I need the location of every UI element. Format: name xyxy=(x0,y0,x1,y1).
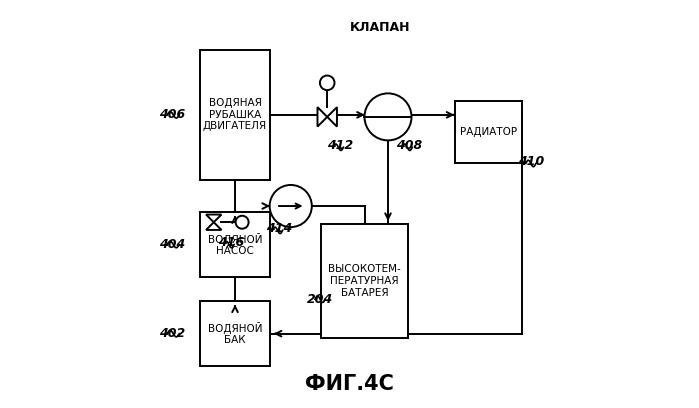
Circle shape xyxy=(364,93,412,140)
Bar xyxy=(321,224,408,338)
Text: 402: 402 xyxy=(159,327,185,340)
Text: ВОДЯНОЙ
БАК: ВОДЯНОЙ БАК xyxy=(208,322,262,346)
Text: 204: 204 xyxy=(307,293,333,306)
Text: 412: 412 xyxy=(327,139,354,152)
Text: 404: 404 xyxy=(159,238,185,251)
Text: 416: 416 xyxy=(218,236,244,249)
Circle shape xyxy=(320,75,335,90)
Text: ВЫСОКОТЕМ-
ПЕРАТУРНАЯ
БАТАРЕЯ: ВЫСОКОТЕМ- ПЕРАТУРНАЯ БАТАРЕЯ xyxy=(329,264,401,297)
Bar xyxy=(200,301,271,366)
Polygon shape xyxy=(206,215,222,222)
Text: 410: 410 xyxy=(518,155,544,168)
Circle shape xyxy=(236,216,249,229)
Text: 406: 406 xyxy=(159,109,185,121)
Circle shape xyxy=(270,185,312,227)
Text: 408: 408 xyxy=(396,139,422,152)
Text: ВОДЯНАЯ
РУБАШКА
ДВИГАТЕЛЯ: ВОДЯНАЯ РУБАШКА ДВИГАТЕЛЯ xyxy=(203,98,267,131)
Text: РАДИАТОР: РАДИАТОР xyxy=(460,127,517,137)
Bar xyxy=(200,50,271,180)
Polygon shape xyxy=(317,107,327,126)
Text: 414: 414 xyxy=(266,222,293,235)
Bar xyxy=(455,101,521,164)
Polygon shape xyxy=(327,107,337,126)
Bar xyxy=(200,212,271,277)
Text: КЛАПАН: КЛАПАН xyxy=(350,21,410,34)
Text: ВОДЯНОЙ
НАСОС: ВОДЯНОЙ НАСОС xyxy=(208,233,262,256)
Polygon shape xyxy=(206,222,222,230)
Text: ФИГ.4С: ФИГ.4С xyxy=(305,375,394,395)
